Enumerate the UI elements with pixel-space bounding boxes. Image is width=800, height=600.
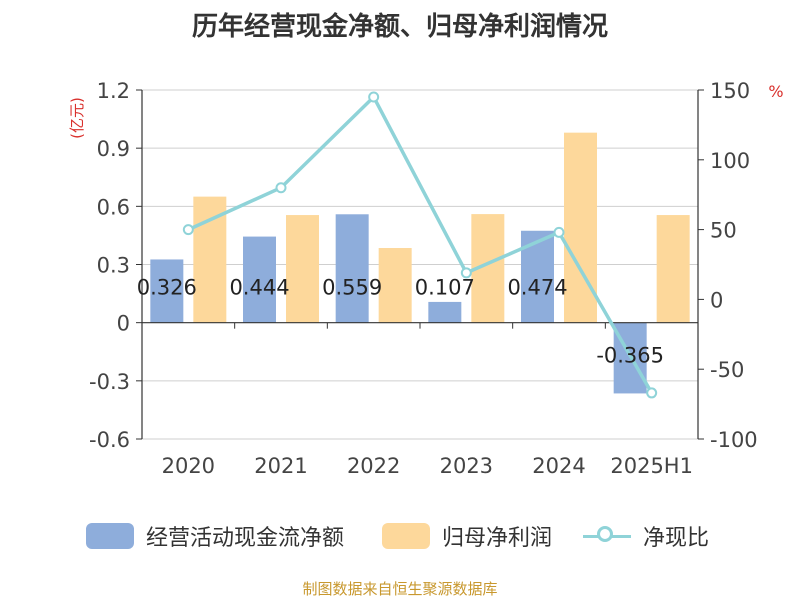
point-ratio xyxy=(646,387,658,399)
right-tick-label: 150 xyxy=(710,79,750,103)
bar-netprofit xyxy=(193,196,227,323)
left-tick-label: 0 xyxy=(117,312,130,336)
bar-cashflow xyxy=(243,236,276,323)
left-axis-label: (亿元) xyxy=(68,97,86,139)
bar-netprofit xyxy=(656,215,690,323)
x-tick-label: 2024 xyxy=(532,454,585,478)
data-source-note: 制图数据来自恒生聚源数据库 xyxy=(302,580,498,598)
data-label-cashflow: 0.326 xyxy=(137,276,197,300)
legend-label-cashflow: 经营活动现金流净额 xyxy=(146,526,345,551)
point-ratio xyxy=(460,267,472,279)
line-ratio xyxy=(187,94,654,394)
x-tick-label: 2023 xyxy=(440,454,493,478)
left-tick-label: 0.9 xyxy=(97,137,130,161)
bar-cashflow xyxy=(150,259,184,323)
point-ratio xyxy=(275,182,287,194)
data-label-cashflow: 0.559 xyxy=(322,276,382,300)
chart-legend: 经营活动现金流净额 归母净利润 净现比 xyxy=(0,518,800,554)
bar-netprofit xyxy=(286,215,319,323)
right-tick-label: -50 xyxy=(710,358,744,382)
left-tick-label: -0.6 xyxy=(89,428,130,452)
right-tick-label: -100 xyxy=(710,428,758,452)
point-ratio xyxy=(182,224,194,236)
left-tick-label: -0.3 xyxy=(89,370,130,394)
legend-label-netprofit: 归母净利润 xyxy=(442,526,553,551)
legend-swatch-netprofit xyxy=(382,523,430,549)
legend-swatch-cashflow xyxy=(86,523,134,549)
data-label-cashflow: 0.474 xyxy=(507,276,567,300)
legend-item-ratio[interactable]: 净现比 xyxy=(583,518,709,554)
x-tick-label: 2022 xyxy=(347,454,400,478)
bar-cashflow xyxy=(428,301,462,323)
chart-title: 历年经营现金净额、归母净利润情况 xyxy=(191,12,608,42)
x-tick-label: 2020 xyxy=(162,454,215,478)
legend-item-netprofit[interactable]: 归母净利润 xyxy=(382,518,552,554)
data-label-cashflow: 0.107 xyxy=(415,276,475,300)
legend-marker-ratio xyxy=(583,523,631,549)
bar-cashflow xyxy=(335,214,369,323)
legend-item-cashflow[interactable]: 经营活动现金流净额 xyxy=(86,518,344,554)
left-tick-label: 0.6 xyxy=(97,195,130,219)
legend-label-ratio: 净现比 xyxy=(643,526,710,551)
right-tick-label: 100 xyxy=(710,149,750,173)
point-ratio xyxy=(553,226,565,238)
data-label-cashflow: -0.365 xyxy=(596,344,664,368)
right-tick-label: 0 xyxy=(710,288,723,312)
right-tick-label: 50 xyxy=(710,219,737,243)
left-tick-label: 1.2 xyxy=(97,79,130,103)
point-ratio xyxy=(368,91,380,103)
x-tick-label: 2021 xyxy=(254,454,307,478)
left-tick-label: 0.3 xyxy=(97,254,130,278)
bar-netprofit xyxy=(564,132,597,323)
data-label-cashflow: 0.444 xyxy=(229,276,289,300)
right-axis-label: % xyxy=(768,82,783,101)
bar-netprofit xyxy=(378,248,412,323)
x-tick-label: 2025H1 xyxy=(610,454,693,478)
